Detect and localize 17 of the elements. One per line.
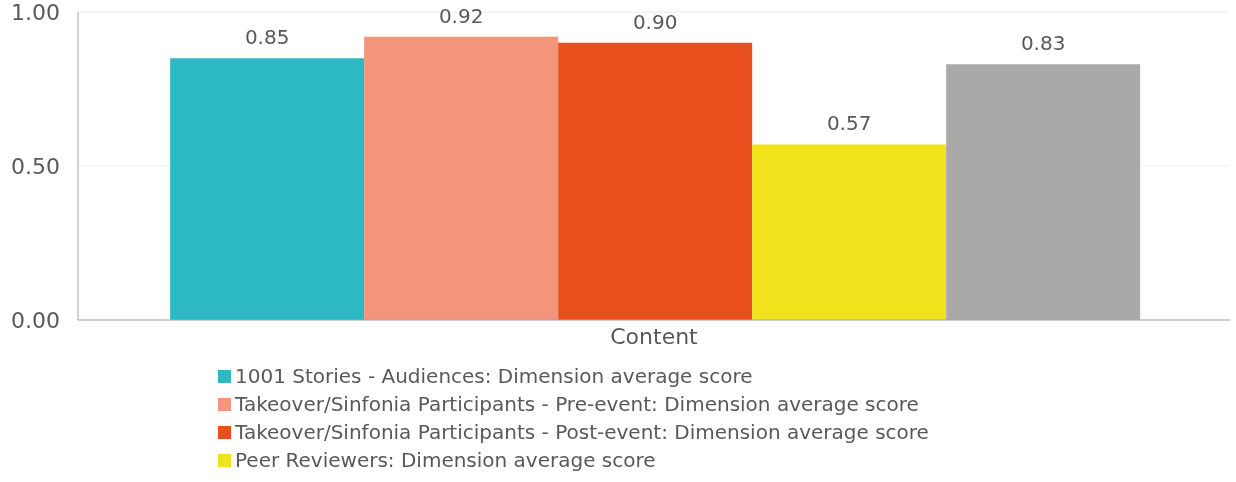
legend-label: Peer Reviewers: Dimension average score (235, 448, 656, 472)
x-tick-label: Content (610, 323, 699, 349)
data-label: 0.92 (438, 3, 484, 28)
y-tick-label: 0.50 (11, 153, 60, 179)
bar (558, 42, 753, 320)
bar (364, 36, 559, 320)
y-tick-label: 1.00 (11, 0, 60, 25)
y-tick-label: 0.00 (11, 307, 60, 333)
legend-label: Takeover/Sinfonia Participants - Pre-event: Dimension average score (235, 392, 919, 416)
bar (752, 144, 947, 320)
legend-label: 1001 Stories - Audiences: Dimension average score (235, 364, 753, 388)
data-label: 0.90 (632, 9, 678, 34)
bar (170, 58, 365, 320)
legend-label: Takeover/Sinfonia Participants - Post-event: Dimension average score (235, 420, 929, 444)
data-label: 0.83 (1020, 31, 1066, 56)
data-label: 0.57 (826, 111, 872, 136)
data-label: 0.85 (244, 25, 290, 50)
